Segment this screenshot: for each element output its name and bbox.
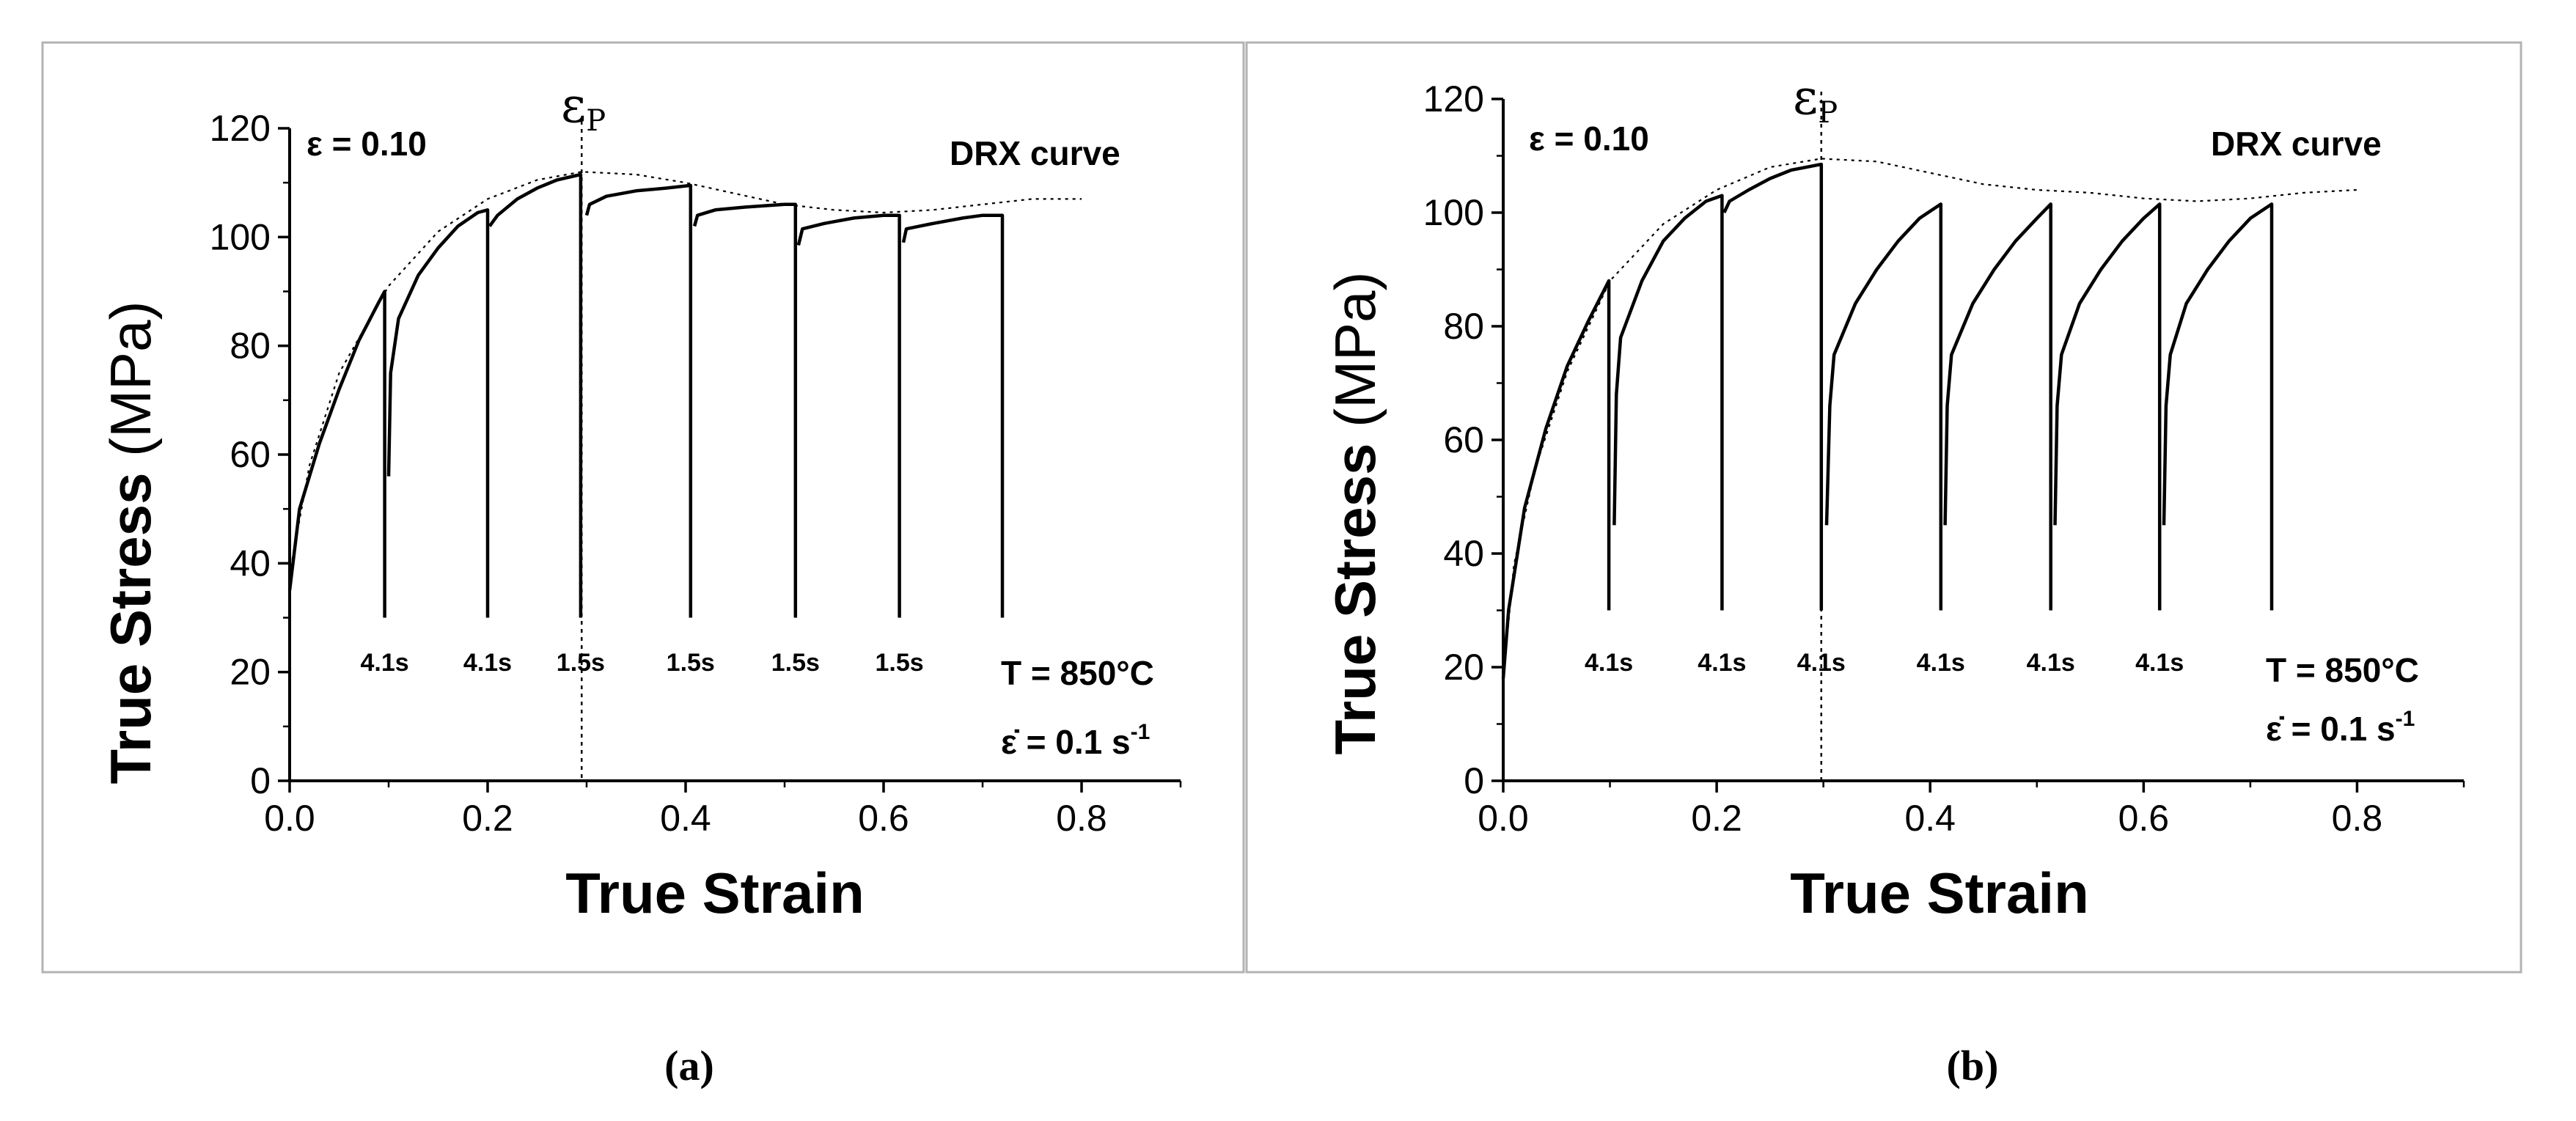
chart-a-x-ticks: 0.0 0.2 0.4 0.6 0.8 [264, 781, 1182, 839]
chart-a-drx-curve [288, 171, 1082, 575]
chart-b-temperature-label: T = 850°C [2266, 651, 2419, 689]
chart-a-hold-labels: 4.1s 4.1s 1.5s 1.5s 1.5s 1.5s [361, 649, 924, 677]
x-tick-label: 0.4 [660, 798, 711, 839]
chart-b-panel-label: (b) [1946, 1042, 1999, 1089]
x-tick-label: 0.4 [1904, 798, 1956, 839]
chart-a-temperature-label: T = 850°C [1001, 654, 1154, 692]
chart-a-strain-label: ε = 0.10 [307, 125, 427, 163]
flow-curve-segment-1 [287, 290, 386, 618]
flow-curve-segment-7 [2162, 202, 2274, 611]
chart-a-series-group [287, 172, 1005, 618]
flow-curve-segment-6 [796, 213, 901, 618]
flow-curve-segment-4 [1824, 202, 1943, 611]
flow-curve-segment-4 [584, 183, 693, 618]
chart-a-y-ticks: 0 20 40 60 80 100 120 [210, 108, 290, 801]
y-tick-label: 0 [250, 760, 271, 801]
y-tick-label: 120 [210, 108, 271, 149]
x-tick-label: 0.2 [462, 798, 513, 839]
hold-time-label: 4.1s [1797, 649, 1846, 677]
hold-time-label: 4.1s [1917, 649, 1965, 677]
x-tick-label: 0.0 [1478, 798, 1529, 839]
y-tick-label: 40 [1443, 533, 1484, 574]
y-tick-label: 80 [230, 326, 271, 367]
hold-time-label: 1.5s [876, 649, 924, 677]
y-tick-label: 100 [1423, 192, 1484, 233]
chart-b-peak-label: εP [1793, 69, 1838, 130]
flow-curve-segment-2 [1612, 194, 1724, 611]
hold-time-label: 4.1s [2135, 649, 2184, 677]
hold-time-label: 4.1s [2027, 649, 2075, 677]
hold-time-label: 1.5s [557, 649, 605, 677]
x-tick-label: 0.6 [2118, 798, 2170, 839]
chart-b-y-axis-title: True Stress (MPa) [1323, 272, 1387, 755]
y-tick-label: 0 [1464, 760, 1484, 801]
flow-curve-segment-1 [1501, 279, 1611, 679]
chart-b-x-axis-title: True Strain [1790, 861, 2088, 925]
y-tick-label: 60 [1443, 419, 1484, 460]
flow-curve-segment-5 [692, 202, 798, 618]
chart-b-y-ticks: 0 20 40 60 80 100 120 [1423, 78, 1503, 801]
chart-b-series-group [1501, 162, 2274, 679]
x-tick-label: 0.8 [2332, 798, 2383, 839]
chart-a-x-axis-title: True Strain [565, 861, 864, 925]
y-tick-label: 20 [230, 652, 271, 693]
chart-b-drx-curve [1502, 158, 2357, 679]
y-tick-label: 40 [230, 543, 271, 584]
chart-b-rate-label: ε̇ = 0.1 s-1 [2266, 707, 2415, 748]
x-tick-label: 0.2 [1691, 798, 1742, 839]
y-tick-label: 120 [1423, 78, 1484, 120]
hold-time-label: 4.1s [1698, 649, 1746, 677]
flow-curve-segment-6 [2053, 202, 2162, 611]
flow-curve-segment-3 [1722, 162, 1824, 611]
chart-b-drx-label: DRX curve [2211, 125, 2382, 163]
chart-a-rate-label: ε̇ = 0.1 s-1 [1001, 720, 1150, 761]
hold-time-label: 4.1s [1585, 649, 1633, 677]
y-tick-label: 20 [1443, 647, 1484, 688]
x-tick-label: 0.0 [264, 798, 315, 839]
hold-time-label: 4.1s [361, 649, 409, 677]
chart-b-frame [1245, 41, 2522, 974]
y-tick-label: 100 [210, 216, 271, 257]
chart-a-frame [41, 41, 1245, 974]
y-tick-label: 60 [230, 434, 271, 475]
chart-a-panel-label: (a) [664, 1042, 714, 1089]
flow-curve-segment-7 [901, 213, 1005, 618]
chart-b-strain-label: ε = 0.10 [1529, 120, 1649, 158]
chart-a-peak-label: εP [561, 77, 606, 138]
flow-curve-segment-5 [1943, 202, 2052, 611]
flow-curve-segment-2 [386, 208, 490, 618]
y-tick-label: 80 [1443, 306, 1484, 347]
hold-time-label: 1.5s [771, 649, 820, 677]
flow-curve-segment-3 [488, 172, 583, 618]
chart-b-hold-labels: 4.1s 4.1s 4.1s 4.1s 4.1s 4.1s [1585, 649, 2184, 677]
x-tick-label: 0.6 [858, 798, 909, 839]
hold-time-label: 1.5s [667, 649, 715, 677]
chart-a-y-axis-title: True Stress (MPa) [98, 301, 163, 784]
chart-a-drx-label: DRX curve [950, 134, 1120, 172]
x-tick-label: 0.8 [1056, 798, 1107, 839]
chart-b-x-ticks: 0.0 0.2 0.4 0.6 0.8 [1478, 781, 2465, 839]
hold-time-label: 4.1s [463, 649, 512, 677]
